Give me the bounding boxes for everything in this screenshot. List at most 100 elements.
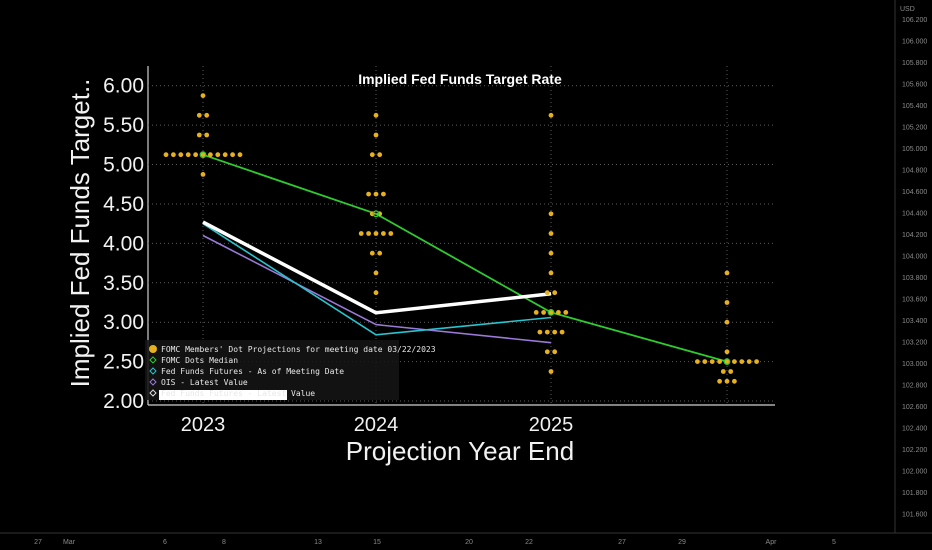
outer-x-tick-label[interactable]: 27 xyxy=(34,539,42,546)
outer-y-tick-label[interactable]: 103.600 xyxy=(902,297,927,304)
outer-y-tick-label[interactable]: 105.000 xyxy=(902,146,927,153)
legend-highlight xyxy=(159,390,287,400)
series-line xyxy=(202,220,552,315)
dot-point xyxy=(732,359,737,364)
outer-y-tick-label[interactable]: 103.400 xyxy=(902,318,927,325)
outer-y-tick-label[interactable]: 102.600 xyxy=(902,404,927,411)
dot-point xyxy=(200,152,206,158)
legend-marker xyxy=(149,345,157,353)
outer-y-tick-label[interactable]: 105.800 xyxy=(902,60,927,67)
dot-point xyxy=(720,369,726,374)
dot-point xyxy=(358,231,364,236)
dot-point xyxy=(200,93,206,98)
dot-point xyxy=(366,191,371,197)
outer-x-tick-label[interactable]: 8 xyxy=(222,539,226,546)
outer-y-tick-label[interactable]: 102.000 xyxy=(902,469,927,476)
dot-point xyxy=(215,152,221,158)
dot-point xyxy=(366,231,371,236)
legend-label: FOMC Members' Dot Projections for meetin… xyxy=(161,345,436,354)
y-tick-label: 3.00 xyxy=(103,311,144,334)
dot-point xyxy=(548,310,554,315)
dot-point xyxy=(237,152,243,158)
legend-marker xyxy=(149,378,157,386)
outer-y-tick-label[interactable]: 102.200 xyxy=(902,447,927,454)
dot-point xyxy=(548,250,554,256)
dot-point xyxy=(724,349,730,355)
dot-point xyxy=(548,112,554,118)
dot-point xyxy=(204,132,210,138)
outer-x-tick-label[interactable]: Apr xyxy=(766,539,778,546)
outer-y-tick-label[interactable]: 102.800 xyxy=(902,383,927,390)
median-marker xyxy=(199,151,207,159)
outer-y-tick-label[interactable]: 105.600 xyxy=(902,82,927,89)
legend-marker xyxy=(149,367,157,375)
dot-point xyxy=(552,329,558,335)
outer-y-tick-label[interactable]: 104.200 xyxy=(902,232,927,239)
dot-point xyxy=(163,152,169,158)
y-tick-label: 4.00 xyxy=(103,232,144,255)
dot-point xyxy=(373,112,379,118)
dot-point xyxy=(556,310,561,315)
dot-point xyxy=(373,191,379,197)
outer-y-tick-label[interactable]: 105.200 xyxy=(902,125,927,132)
dot-point xyxy=(724,378,730,384)
outer-y-tick-label[interactable]: 103.800 xyxy=(902,275,927,282)
outer-x-tick-label[interactable]: 6 xyxy=(163,539,167,546)
outer-x-tick-label[interactable]: 5 xyxy=(832,539,836,546)
outer-y-tick-label[interactable]: 106.000 xyxy=(902,39,927,46)
dot-point xyxy=(381,191,386,197)
x-axis-ticks: 2023 2024 2025 xyxy=(181,414,574,436)
outer-y-tick-label[interactable]: 101.800 xyxy=(902,490,927,497)
outer-y-tick-label[interactable]: 104.600 xyxy=(902,189,927,196)
outer-x-ticks[interactable]: 27 Mar 6 8 13 15 20 22 27 29 Apr 5 xyxy=(34,539,836,546)
dot-point xyxy=(373,290,379,296)
dot-point xyxy=(728,369,734,374)
outer-y-tick-label[interactable]: 103.200 xyxy=(902,340,927,347)
outer-y-tick-label[interactable]: 106.200 xyxy=(902,17,927,24)
currency-label: USD xyxy=(900,6,915,13)
outer-y-tick-label[interactable]: 102.400 xyxy=(902,426,927,433)
legend-label: Fed Funds Futures - Latest Value xyxy=(161,389,315,398)
legend: FOMC Members' Dot Projections for meetin… xyxy=(145,340,436,400)
dot-point xyxy=(559,329,565,335)
outer-y-tick-label[interactable]: 104.400 xyxy=(902,211,927,218)
outer-x-tick-label[interactable]: 15 xyxy=(373,539,381,546)
dot-point xyxy=(196,112,202,118)
outer-x-tick-label[interactable]: 22 xyxy=(525,539,533,546)
legend-label: OIS - Latest Value xyxy=(161,378,248,387)
outer-x-tick-label[interactable]: 20 xyxy=(465,539,473,546)
dot-plot xyxy=(163,93,759,384)
dot-point xyxy=(548,231,554,236)
y-tick-label: 3.50 xyxy=(103,272,144,295)
outer-y-ticks[interactable]: 106.200 106.000 105.800 105.600 105.400 105.2… xyxy=(902,17,927,519)
outer-y-tick-label[interactable]: 105.400 xyxy=(902,103,927,110)
outer-y-tick-label[interactable]: 103.000 xyxy=(902,361,927,368)
dot-point xyxy=(732,378,737,384)
dot-point xyxy=(548,369,554,374)
dot-point xyxy=(222,152,228,158)
dot-point xyxy=(373,132,379,138)
dot-point xyxy=(724,300,730,305)
dot-point xyxy=(746,359,752,364)
dot-point xyxy=(552,349,558,355)
dot-point xyxy=(196,132,202,138)
dot-point xyxy=(541,310,546,315)
outer-x-tick-label[interactable]: 13 xyxy=(314,539,322,546)
dot-point xyxy=(377,152,383,158)
outer-x-tick-label[interactable]: Mar xyxy=(63,539,76,546)
x-axis-label: Projection Year End xyxy=(346,436,574,466)
outer-x-tick-label[interactable]: 27 xyxy=(618,539,626,546)
median-marker xyxy=(547,309,555,316)
dot-point xyxy=(204,112,210,118)
dot-point xyxy=(230,152,236,158)
dot-point xyxy=(373,231,379,236)
dot-point xyxy=(377,250,383,256)
dot-point xyxy=(552,290,558,296)
series-line xyxy=(202,153,728,363)
outer-x-tick-label[interactable]: 29 xyxy=(678,539,686,546)
outer-y-tick-label[interactable]: 104.800 xyxy=(902,168,927,175)
dot-point xyxy=(533,310,539,315)
outer-y-tick-label[interactable]: 101.600 xyxy=(902,512,927,519)
outer-y-tick-label[interactable]: 104.000 xyxy=(902,254,927,261)
legend-label: FOMC Dots Median xyxy=(161,356,238,365)
